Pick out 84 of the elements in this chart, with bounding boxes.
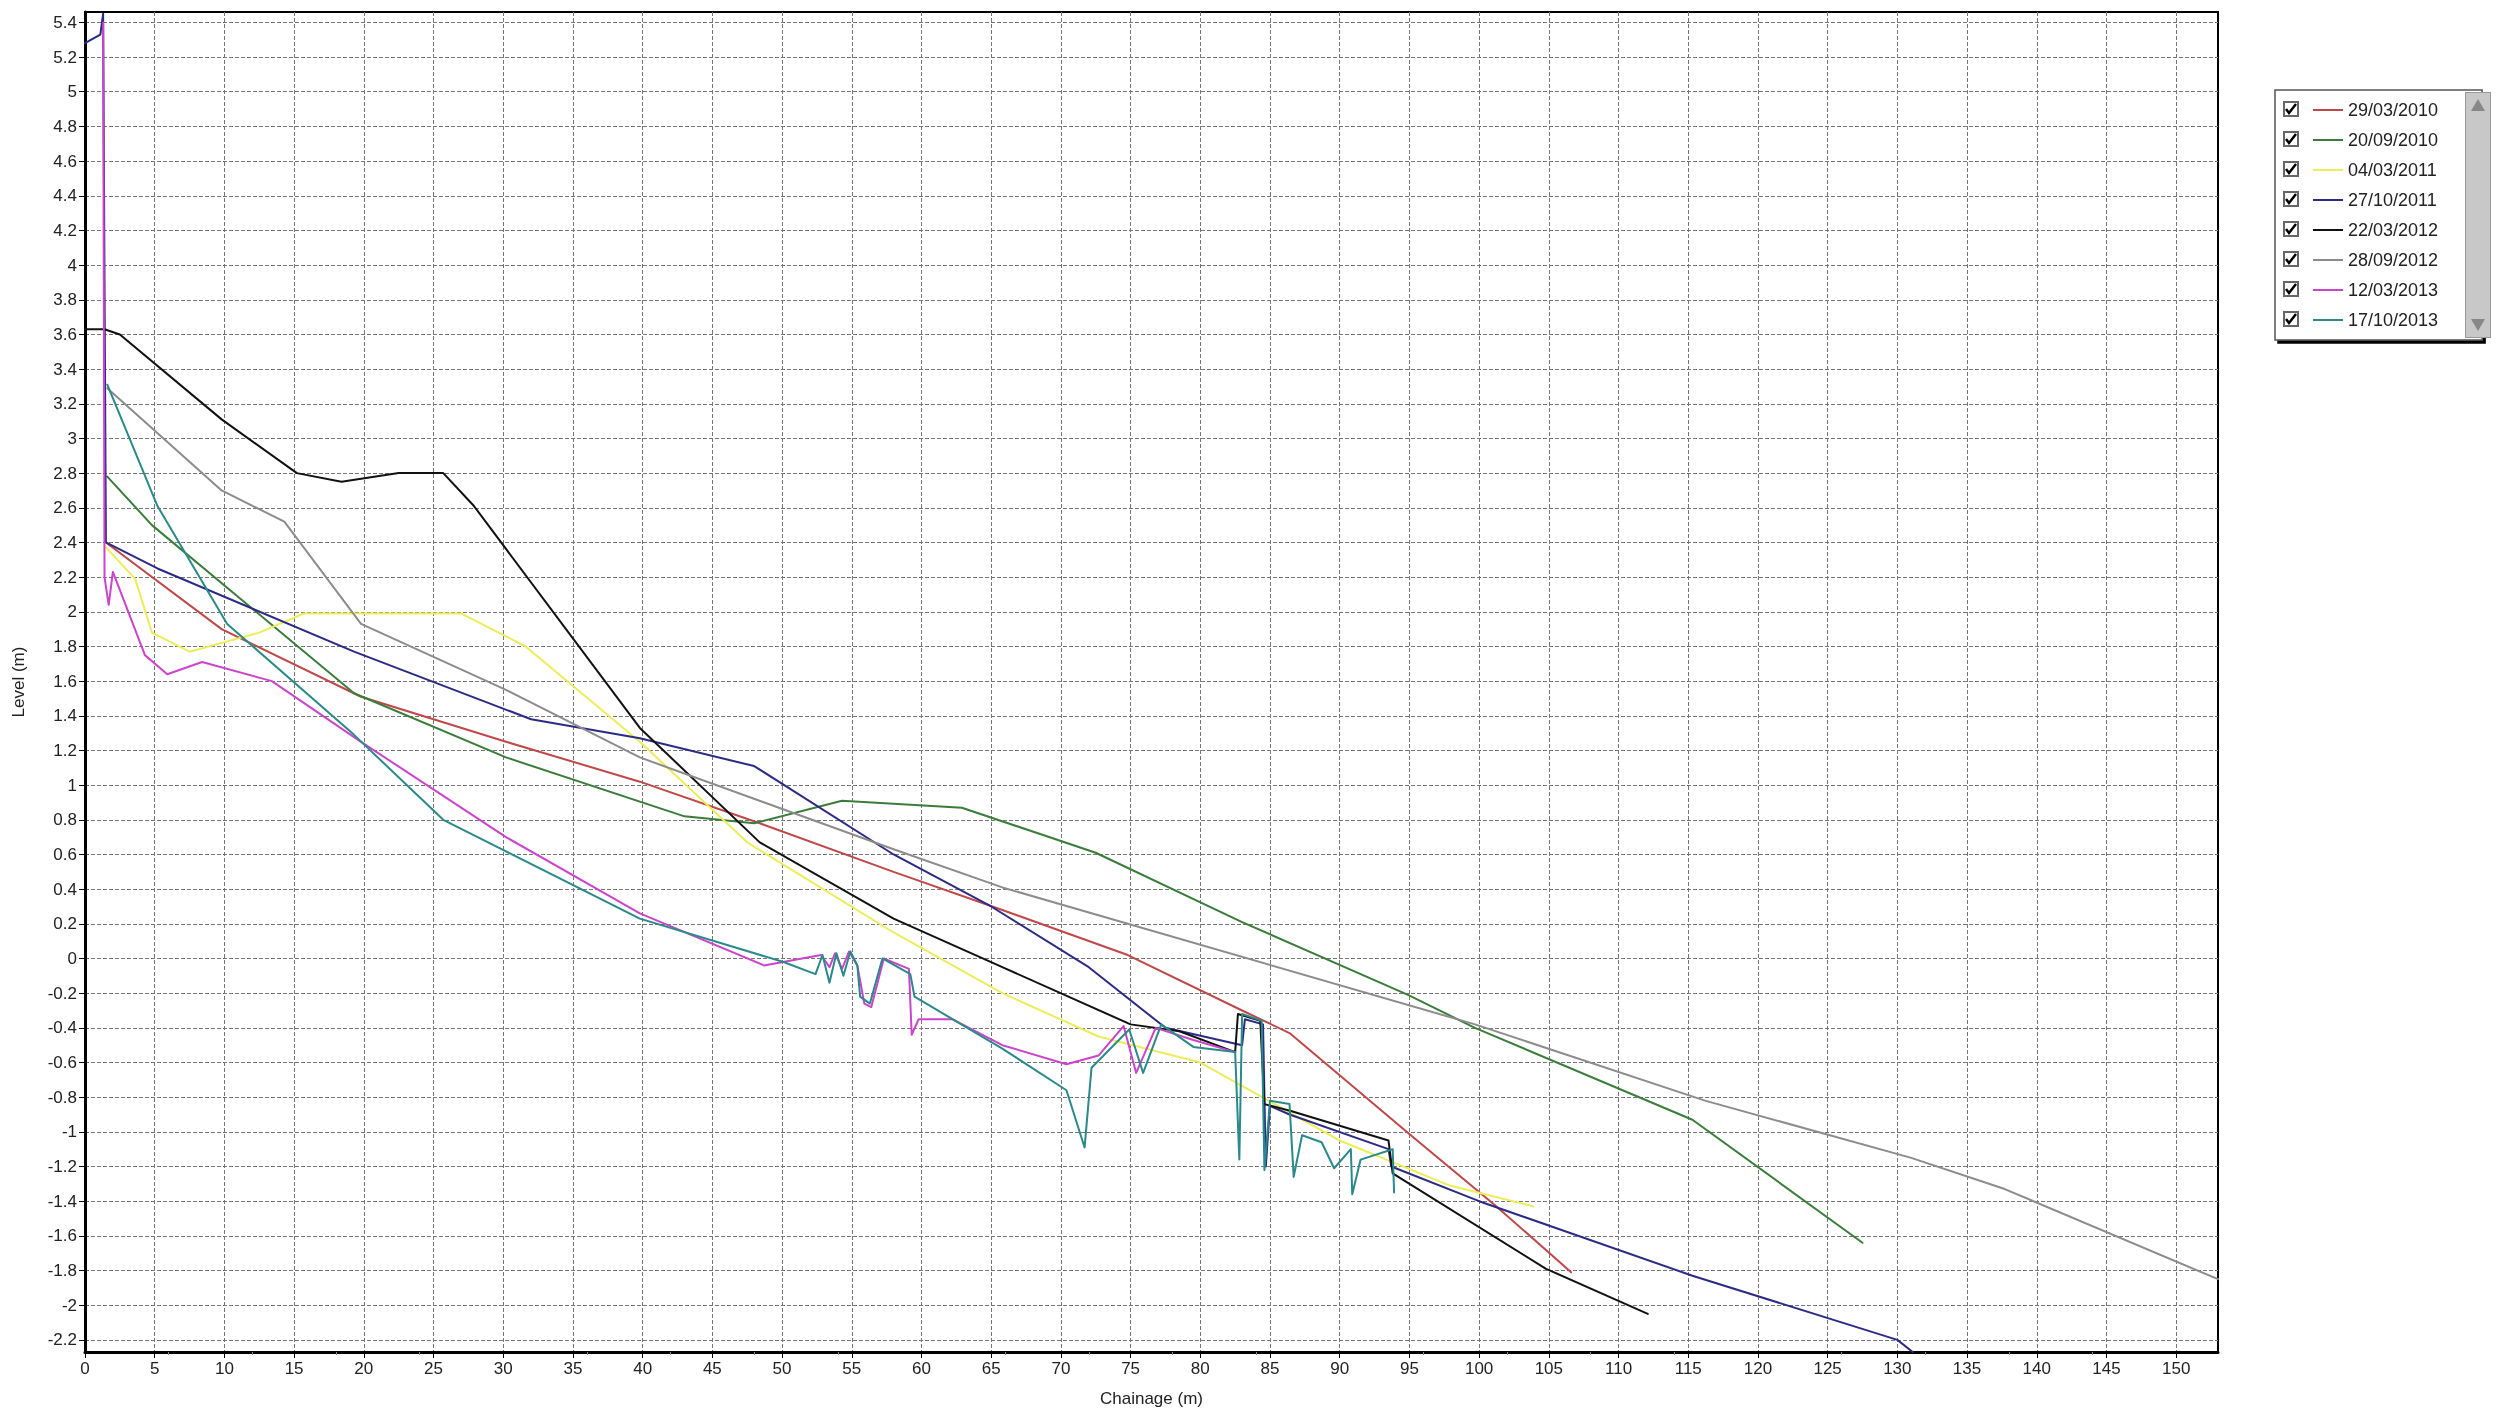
y-tick-label: 2 [67,602,77,622]
legend-label: 04/03/2011 [2348,160,2437,180]
legend-label: 20/09/2010 [2348,130,2439,150]
y-tick-label: 1.8 [53,636,77,656]
x-tick-label: 90 [1330,1359,1350,1378]
y-tick-label: 1.2 [53,740,77,760]
y-tick-label: 1 [67,775,77,795]
y-tick-label: -0.4 [47,1018,77,1038]
legend-label: 17/10/2013 [2348,310,2439,330]
y-tick-label: 2.6 [53,498,77,518]
y-tick-label: 5.4 [53,12,77,32]
y-tick-label: 4.8 [53,116,77,136]
y-tick-label: -2.2 [47,1330,77,1350]
x-tick-label: 25 [424,1359,443,1378]
y-tick-label: -1 [61,1122,77,1142]
y-tick-label: 4.6 [53,151,77,171]
y-tick-label: -0.2 [47,983,77,1003]
y-tick-label: 3.6 [53,324,77,344]
x-tick-label: 95 [1399,1359,1419,1378]
legend-label: 28/09/2012 [2348,250,2439,270]
x-tick-label: 60 [912,1359,931,1378]
x-tick-label: 140 [2022,1359,2051,1378]
x-tick-label: 100 [1464,1359,1494,1378]
y-tick-label: -0.8 [47,1087,77,1107]
y-tick-label: 1.4 [53,706,77,726]
legend-label: 22/03/2012 [2348,220,2439,240]
x-tick-label: 85 [1260,1359,1280,1378]
y-tick-label: 0.8 [53,810,77,830]
x-tick-label: 5 [149,1359,160,1378]
y-tick-label: 4.2 [53,220,77,240]
x-tick-label: 10 [214,1359,234,1378]
y-tick-label: 3 [67,428,77,448]
x-tick-label: 15 [284,1359,304,1378]
line-series [106,383,1396,1196]
x-tick-label: 75 [1121,1359,1141,1378]
y-tick-label: 3.2 [53,394,77,414]
x-tick-label: 35 [563,1359,583,1378]
y-axis-title: Level (m) [9,646,28,718]
x-tick-label: 125 [1813,1359,1842,1378]
x-tick-label: 145 [2092,1359,2121,1378]
y-tick-label: 3.4 [53,359,77,379]
y-tick-label: 1.6 [53,671,77,691]
x-axis-title: Chainage (m) [1100,1389,1203,1408]
line-series [84,328,1649,1315]
x-tick-label: 40 [633,1359,653,1378]
y-tick-label: 0 [67,948,77,968]
y-tick-label: 3.8 [53,290,77,310]
x-tick-label: 135 [1952,1359,1982,1378]
y-tick-label: -1.6 [47,1226,77,1246]
x-tick-label: 120 [1743,1359,1773,1378]
y-tick-label: -1.4 [47,1191,77,1211]
x-tick-label: 0 [80,1359,90,1378]
y-tick-label: -2 [61,1295,77,1315]
x-tick-label: 55 [842,1359,862,1378]
x-tick-label: 65 [981,1359,1001,1378]
y-tick-label: 4.4 [53,186,77,206]
x-tick-label: 105 [1534,1359,1564,1378]
legend-label: 29/03/2010 [2348,100,2439,120]
legend-label: 27/10/2011 [2348,190,2437,210]
y-tick-label: -0.6 [47,1053,77,1072]
x-tick-label: 110 [1604,1359,1633,1378]
y-tick-label: 5.2 [53,47,77,67]
y-tick-label: 5 [67,82,77,102]
y-tick-label: 2.8 [53,463,77,483]
x-tick-label: 80 [1190,1359,1210,1378]
y-tick-label: 2.2 [53,567,77,587]
y-tick-label: -1.8 [47,1261,77,1281]
x-tick-label: 150 [2161,1359,2191,1378]
y-tick-label: 0.6 [53,844,77,864]
y-tick-label: 4 [67,255,77,275]
y-tick-label: 0.2 [53,914,77,934]
x-tick-label: 50 [772,1359,792,1378]
x-tick-label: 130 [1883,1359,1912,1378]
x-tick-label: 70 [1051,1359,1071,1378]
line-series [106,475,1864,1244]
x-tick-label: 30 [493,1359,513,1378]
legend-label: 12/03/2013 [2348,280,2439,300]
y-tick-label: -1.2 [47,1157,77,1177]
line-series [106,387,2219,1281]
x-tick-label: 115 [1674,1359,1702,1378]
x-tick-label: 45 [702,1359,722,1378]
y-tick-label: 0.4 [53,879,77,899]
y-tick-label: 2.4 [53,532,77,552]
x-tick-label: 20 [354,1359,374,1378]
